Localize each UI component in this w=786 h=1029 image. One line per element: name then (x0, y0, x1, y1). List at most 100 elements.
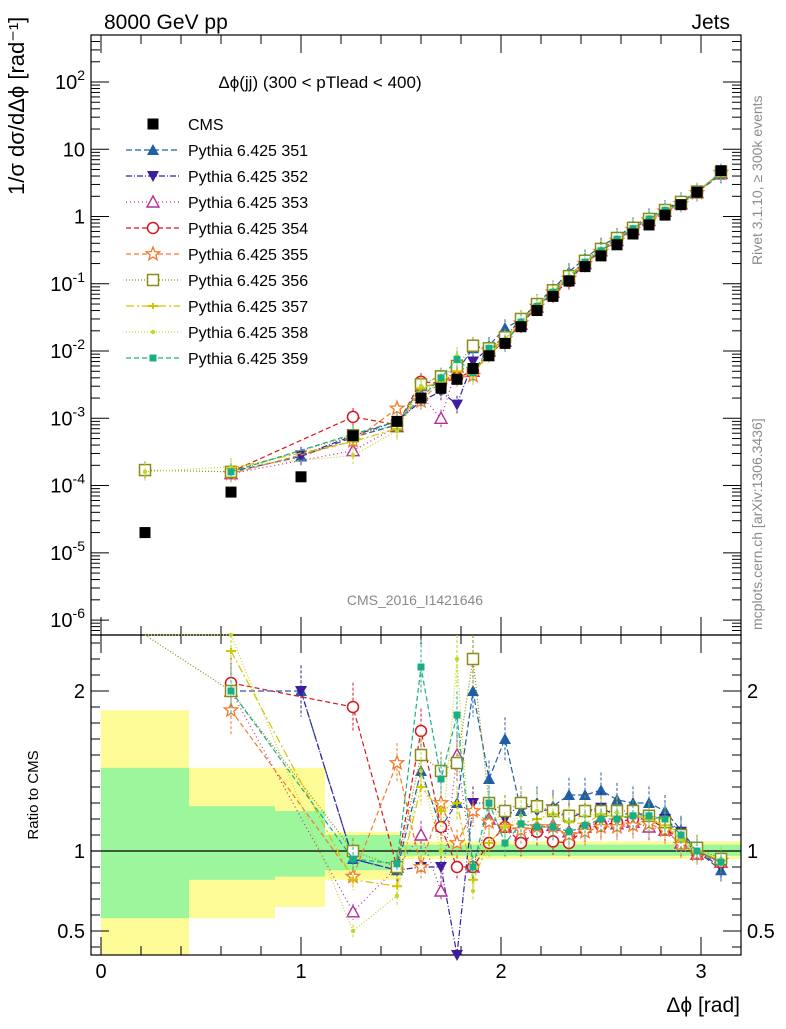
series-ratio-point (485, 799, 493, 807)
data-point (627, 228, 639, 240)
series-ratio-point (437, 775, 445, 783)
data-point (467, 363, 479, 375)
series-ratio-point (467, 685, 479, 696)
ratio-y-tick-label: 0.5 (57, 921, 85, 943)
series-ratio-point (565, 828, 573, 836)
series-ratio-point (614, 810, 620, 815)
main-y-tick-label: 10-1 (50, 269, 85, 296)
main-y-tick-label: 10-2 (50, 336, 85, 363)
series-ratio-point (438, 848, 444, 854)
x-tick-label: 0 (95, 961, 106, 983)
legend-marker (148, 303, 158, 309)
series-ratio-point (388, 754, 406, 771)
series-ratio-line (230, 709, 722, 878)
series-ratio-line (230, 682, 722, 868)
legend-marker (144, 245, 162, 262)
series-ratio-point (613, 815, 621, 823)
series-ratio-point (517, 820, 525, 828)
legend-entry: CMS (147, 117, 224, 134)
series-ratio-point (448, 834, 466, 851)
data-point (415, 392, 427, 404)
data-point (225, 486, 237, 498)
legend-label: Pythia 6.425 356 (188, 273, 308, 290)
x-tick-label: 3 (695, 961, 706, 983)
series-ratio-point (350, 928, 356, 934)
legend-marker (147, 118, 159, 130)
series-ratio-point (645, 812, 653, 820)
legend-entry: Pythia 6.425 352 (126, 169, 308, 186)
ratio-y-tick-label-right: 2 (747, 681, 758, 703)
series-ratio-point (464, 802, 482, 819)
data-point (139, 527, 151, 539)
series-ratio-point (453, 711, 461, 719)
chart-title: Δϕ(jj) (300 < pTlead < 400) (218, 73, 421, 92)
legend-marker (145, 194, 161, 208)
series-point (451, 399, 463, 411)
ratio-frame (90, 634, 742, 956)
legend-entry: Pythia 6.425 351 (126, 143, 308, 160)
main-y-tick-label: 10-3 (50, 403, 85, 430)
legend-marker (149, 354, 157, 362)
legend-entry: Pythia 6.425 357 (126, 299, 308, 316)
main-y-tick-label: 10-5 (50, 538, 85, 565)
x-tick-label: 2 (495, 961, 506, 983)
legend-label: Pythia 6.425 358 (188, 325, 308, 342)
series-ratio-line (230, 690, 722, 913)
series-ratio-point (534, 808, 540, 814)
main-y-tick-label: 10-4 (50, 471, 85, 498)
main-y-tick-label: 10 (63, 139, 85, 161)
legend-marker (150, 329, 156, 335)
series-ratio-point (480, 813, 498, 830)
series-point (350, 453, 356, 458)
ratio-y-tick-label: 2 (74, 681, 85, 703)
ratio-band-green (401, 844, 741, 856)
legend-entry: Pythia 6.425 354 (126, 221, 308, 238)
series-point (467, 356, 479, 368)
legend-label: Pythia 6.425 357 (188, 299, 308, 316)
series-ratio-point (393, 860, 401, 868)
series-point (466, 339, 480, 352)
data-point (515, 321, 527, 333)
legend-entry: Pythia 6.425 355 (126, 245, 308, 264)
series-ratio-point (433, 883, 449, 897)
series-ratio-point (418, 768, 424, 774)
series-point (433, 410, 449, 425)
series-ratio-point (629, 812, 637, 820)
data-point (547, 290, 559, 302)
data-point (595, 250, 607, 262)
series-ratio-line (230, 650, 722, 887)
main-y-tick-label: 102 (55, 67, 85, 94)
series-point (346, 410, 360, 424)
series-point (499, 322, 511, 334)
series-line (230, 172, 722, 473)
ratio-y-tick-label: 1 (74, 841, 85, 863)
data-point (347, 430, 359, 442)
series-ratio-point (595, 784, 607, 796)
legend-label: Pythia 6.425 355 (188, 247, 308, 264)
series-ratio-point (501, 839, 509, 847)
legend-entry: Pythia 6.425 359 (126, 351, 308, 368)
series-ratio-point (451, 950, 463, 961)
series-layer (138, 163, 730, 961)
series-ratio-point (502, 824, 508, 830)
series-ratio-point (436, 808, 446, 814)
ratio-band-green (325, 835, 401, 871)
main-y-tick-label: 1 (74, 207, 85, 229)
series-ratio-point (454, 656, 460, 662)
ratio-band-green (275, 811, 325, 877)
legend-label: Pythia 6.425 354 (188, 221, 308, 238)
series-line (230, 172, 722, 469)
data-point (563, 275, 575, 287)
series-ratio-point (345, 904, 361, 918)
series-ratio-point (597, 815, 605, 823)
legend-label: CMS (188, 117, 224, 134)
legend-label: Pythia 6.425 353 (188, 195, 308, 212)
series-point (227, 468, 235, 476)
series-ratio-point (677, 831, 685, 839)
series-ratio-point (533, 823, 541, 831)
series-point (388, 399, 406, 416)
data-point (643, 219, 655, 231)
ratio-band-green (189, 806, 275, 880)
